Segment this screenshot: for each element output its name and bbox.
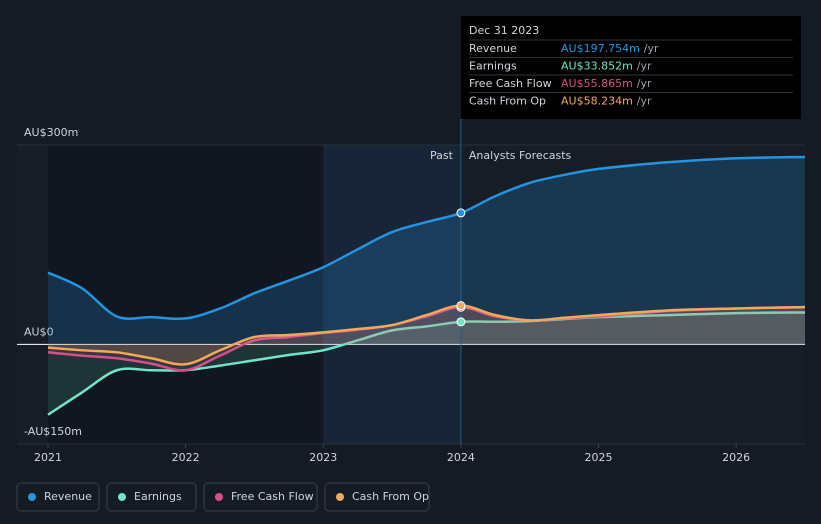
past-label: Past xyxy=(430,149,454,162)
legend-label: Cash From Op xyxy=(352,490,429,503)
line xyxy=(47,304,806,366)
x-tick-label: 2024 xyxy=(447,451,475,464)
legend-item[interactable] xyxy=(16,482,100,512)
area xyxy=(48,305,805,365)
highlight-band xyxy=(323,145,461,444)
marker xyxy=(456,301,466,311)
legend: Revenue Earnings Free Cash Flow Cash From O… xyxy=(16,482,430,512)
tooltip-value-number: AU$58.234m xyxy=(561,95,633,108)
tooltip-unit: /yr xyxy=(637,60,652,73)
legend-item[interactable] xyxy=(324,482,430,512)
tooltip-value: AU$55.865m/yr xyxy=(561,77,652,90)
x-tick-label: 2022 xyxy=(172,451,200,464)
y-tick-label: AU$0 xyxy=(24,325,54,338)
tooltip-unit: /yr xyxy=(644,42,659,55)
legend-swatch xyxy=(28,493,36,501)
legend-swatch xyxy=(118,493,126,501)
tooltip-date: Dec 31 2023 xyxy=(469,24,539,37)
y-tick-label: -AU$150m xyxy=(24,425,82,438)
tooltip-unit: /yr xyxy=(637,95,652,108)
tooltip-series: Earnings xyxy=(469,60,517,73)
tooltip: Dec 31 2023 Revenue AU$197.754m/yr Earnings… xyxy=(461,16,801,119)
legend-item[interactable] xyxy=(203,482,318,512)
tooltip-unit: /yr xyxy=(637,77,652,90)
marker xyxy=(456,317,466,327)
legend-item[interactable] xyxy=(106,482,197,512)
plot: -AU$150m AU$0 AU$300m 2021 2022 2023 2024 2025 2… xyxy=(17,119,806,464)
x-tick-label: 2023 xyxy=(309,451,337,464)
x-tick-label: 2021 xyxy=(34,451,62,464)
area xyxy=(48,307,805,371)
tooltip-value: AU$33.852m/yr xyxy=(561,60,652,73)
tooltip-value-number: AU$55.865m xyxy=(561,77,633,90)
marker xyxy=(456,208,466,218)
tooltip-value-number: AU$33.852m xyxy=(561,60,633,73)
tooltip-series: Cash From Op xyxy=(469,95,546,108)
legend-swatch xyxy=(215,493,223,501)
line xyxy=(47,155,806,321)
tooltip-value-number: AU$197.754m xyxy=(561,42,640,55)
x-tick-label: 2026 xyxy=(722,451,750,464)
forecast-label: Analysts Forecasts xyxy=(469,149,572,162)
y-tick-label: AU$300m xyxy=(24,126,78,139)
tooltip-value: AU$58.234m/yr xyxy=(561,95,652,108)
tooltip-series: Free Cash Flow xyxy=(469,77,552,90)
tooltip-series: Revenue xyxy=(469,42,517,55)
x-tick-label: 2025 xyxy=(585,451,613,464)
legend-label: Free Cash Flow xyxy=(231,490,314,503)
legend-swatch xyxy=(336,493,344,501)
area xyxy=(48,312,805,415)
legend-label: Revenue xyxy=(44,490,92,503)
tooltip-box xyxy=(461,16,801,119)
tooltip-value: AU$197.754m/yr xyxy=(561,42,659,55)
legend-label: Earnings xyxy=(134,490,182,503)
area xyxy=(48,156,805,345)
